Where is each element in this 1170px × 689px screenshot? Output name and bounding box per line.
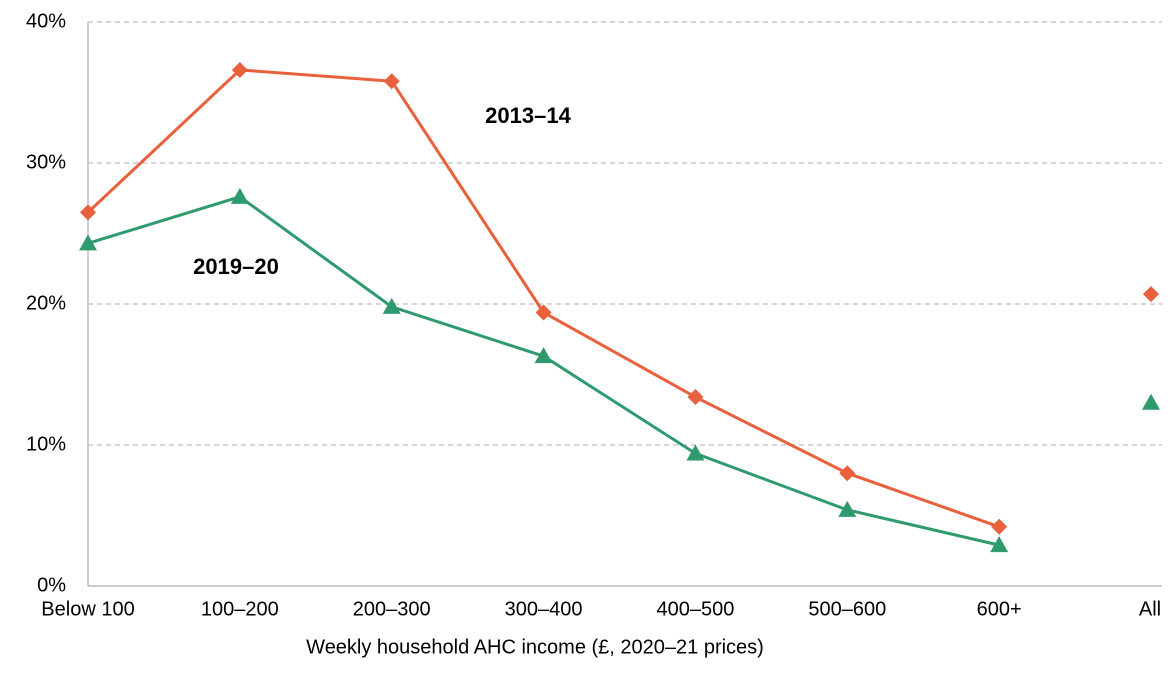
y-tick-label: 20% (26, 292, 66, 314)
data-point (991, 518, 1008, 535)
data-point (1143, 286, 1159, 303)
data-point (686, 444, 705, 461)
data-point (838, 500, 857, 517)
y-tick-label: 40% (26, 10, 66, 32)
data-point (383, 73, 400, 90)
x-tick-label: 100–200 (201, 598, 279, 620)
x-tick-label: 600+ (977, 598, 1022, 620)
data-point (990, 536, 1009, 553)
x-axis-title: Weekly household AHC income (£, 2020–21 … (306, 636, 764, 658)
data-point (839, 465, 856, 482)
y-tick-label: 30% (26, 151, 66, 173)
x-tick-label: 200–300 (353, 598, 431, 620)
x-tick-label: Below 100 (41, 598, 134, 620)
data-point (382, 297, 401, 314)
x-tick-label: All (1139, 598, 1161, 620)
data-point (79, 234, 97, 251)
data-point (231, 61, 248, 78)
series-line (88, 70, 1151, 527)
y-tick-label: 10% (26, 433, 66, 455)
data-point (687, 389, 704, 406)
data-point (230, 187, 249, 204)
y-tick-label: 0% (37, 574, 66, 596)
series-line (88, 197, 1151, 545)
x-tick-label: 300–400 (505, 598, 583, 620)
x-tick-label: 500–600 (808, 598, 886, 620)
data-point (535, 304, 552, 321)
series-label: 2013–14 (485, 103, 571, 128)
series-label: 2019–20 (193, 254, 279, 279)
data-point (1142, 393, 1160, 410)
data-point (534, 347, 553, 364)
x-tick-label: 400–500 (656, 598, 734, 620)
data-point (80, 204, 96, 221)
